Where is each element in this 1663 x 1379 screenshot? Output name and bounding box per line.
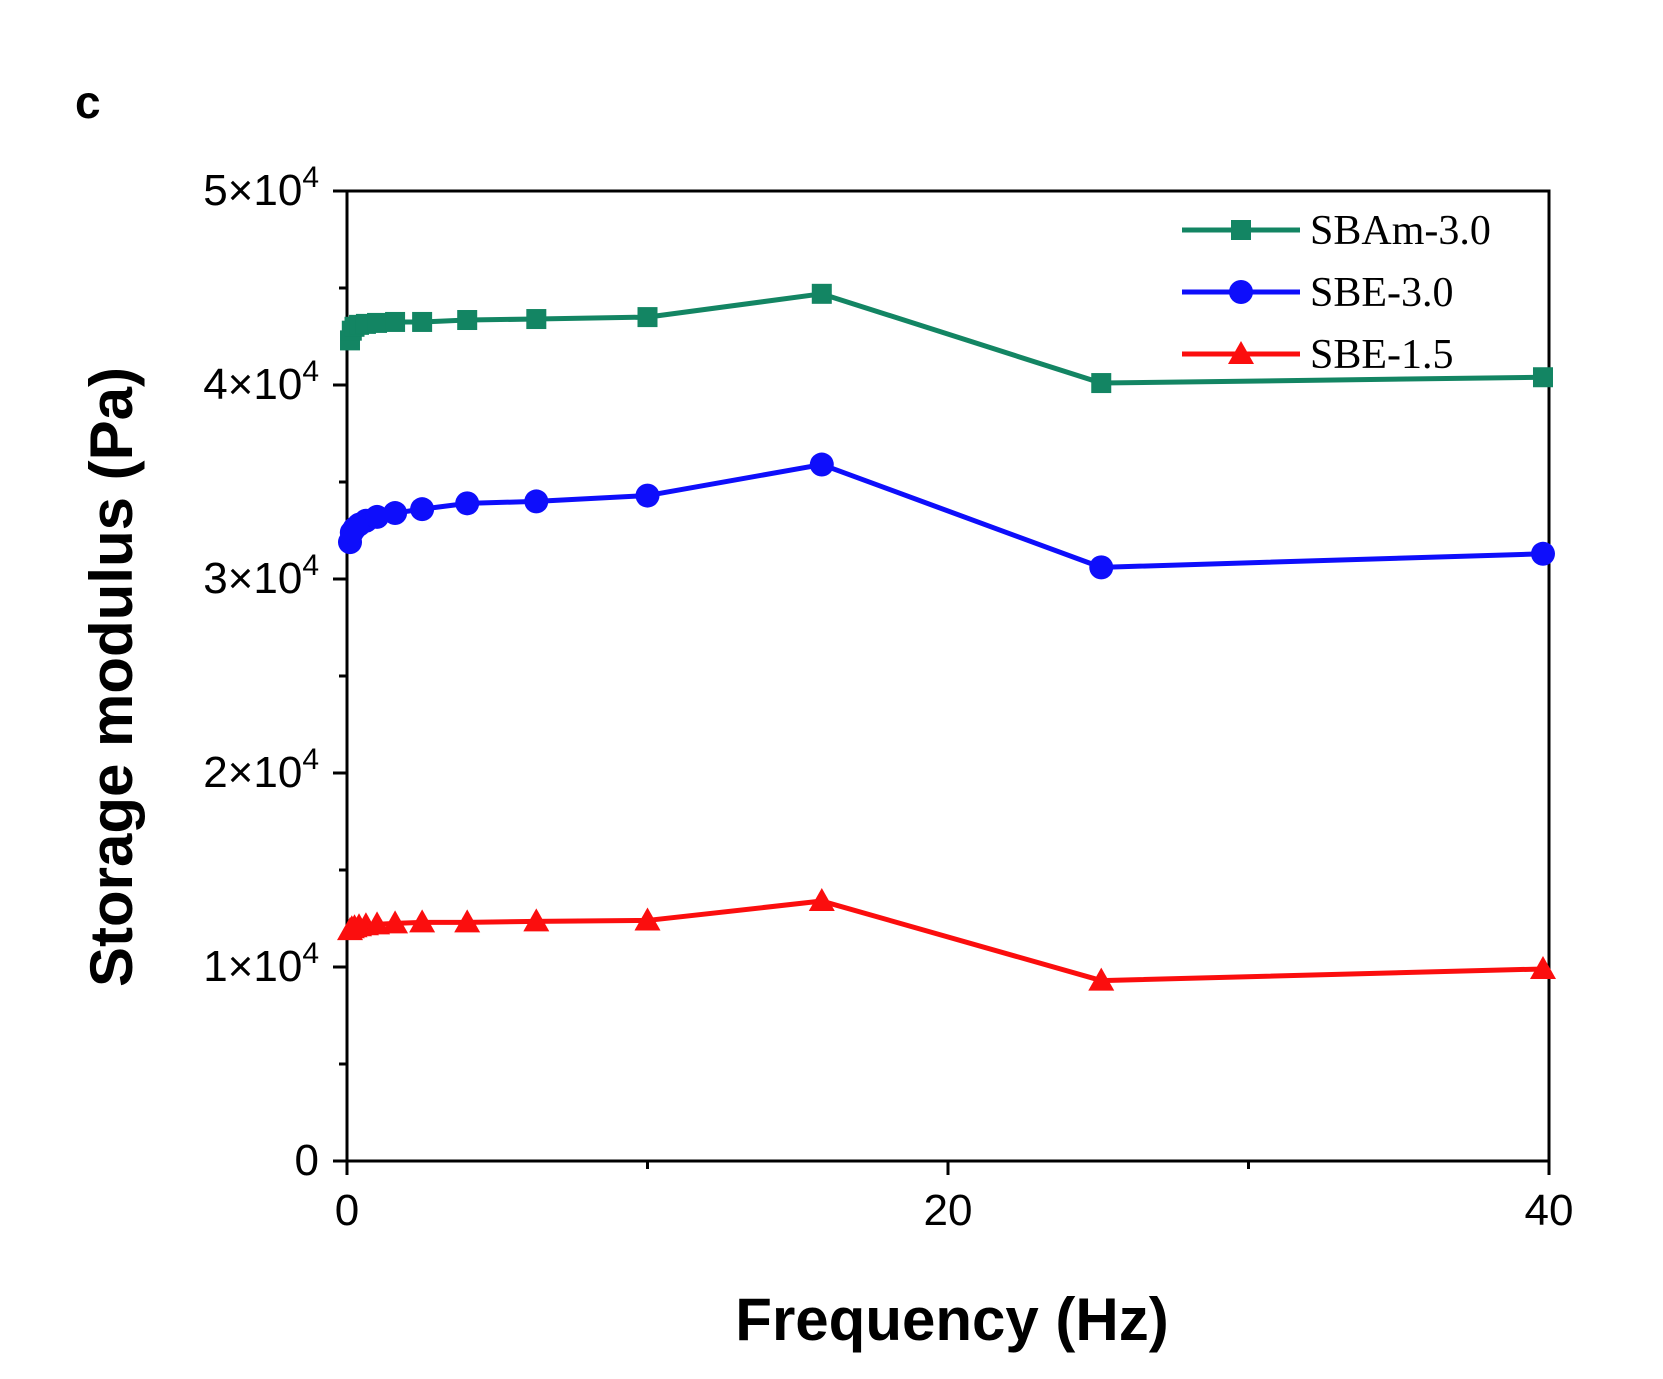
data-point-sbe-1-5 xyxy=(1529,955,1556,979)
y-tick-label: 1×104 xyxy=(203,937,319,991)
y-tick-label: 3×104 xyxy=(203,549,319,603)
data-point-sbam-3-0 xyxy=(385,311,406,332)
legend-marker-sbe-3-0 xyxy=(1229,280,1253,304)
series-sbe-3-0 xyxy=(338,452,1555,580)
data-point-sbe-1-5 xyxy=(382,910,409,934)
data-point-sbe-1-5 xyxy=(364,911,391,935)
data-point-sbam-3-0 xyxy=(367,312,388,333)
series-layer xyxy=(337,283,1556,991)
data-point-sbam-3-0 xyxy=(637,307,658,328)
data-point-sbe-3-0 xyxy=(365,504,390,529)
legend-marker-sbe-1-5 xyxy=(1228,341,1254,364)
data-point-sbam-3-0 xyxy=(457,310,478,331)
legend: SBAm-3.0 SBE-3.0 SBE-1.5 xyxy=(1182,208,1491,378)
x-tick-label: 0 xyxy=(335,1186,359,1235)
data-point-sbam-3-0 xyxy=(1532,367,1553,388)
legend-label-sbe-1-5: SBE-1.5 xyxy=(1310,332,1454,378)
data-point-sbe-1-5 xyxy=(523,908,550,932)
y-tick-label: 5×104 xyxy=(203,161,319,215)
data-point-sbam-3-0 xyxy=(811,283,832,304)
series-line-sbe-3-0 xyxy=(347,462,1544,570)
data-point-sbe-3-0 xyxy=(1089,555,1114,580)
data-point-sbam-3-0 xyxy=(1091,373,1112,394)
data-point-sbe-1-5 xyxy=(409,909,436,933)
data-point-sbe-1-5 xyxy=(808,888,835,912)
data-point-sbam-3-0 xyxy=(526,309,547,330)
data-point-sbe-3-0 xyxy=(455,491,480,516)
x-axis-ticks: 0 20 40 xyxy=(335,1161,1574,1235)
y-axis-ticks: 0 1×104 2×104 3×104 4×104 5×104 xyxy=(203,161,347,1185)
data-point-sbe-3-0 xyxy=(524,489,549,514)
data-point-sbe-3-0 xyxy=(410,497,435,522)
data-point-sbe-1-5 xyxy=(454,909,481,933)
data-point-sbe-3-0 xyxy=(809,452,834,477)
series-line-sbe-1-5 xyxy=(348,898,1544,984)
series-sbe-1-5 xyxy=(337,888,1556,991)
data-point-sbe-3-0 xyxy=(383,501,408,526)
y-tick-label: 0 xyxy=(295,1136,319,1185)
data-point-sbe-3-0 xyxy=(635,483,660,508)
series-sbam-3-0 xyxy=(340,283,1553,394)
data-point-sbe-3-0 xyxy=(1530,541,1555,566)
y-axis-title: Storage modulus (Pa) xyxy=(78,367,145,987)
data-point-sbe-1-5 xyxy=(634,907,661,931)
data-point-sbe-1-5 xyxy=(1088,967,1115,991)
panel-label: c xyxy=(75,76,101,128)
x-tick-label: 40 xyxy=(1525,1186,1574,1235)
legend-marker-sbam-3-0 xyxy=(1231,220,1251,240)
x-tick-label: 20 xyxy=(924,1186,973,1235)
y-tick-label: 4×104 xyxy=(203,355,319,409)
x-axis-title: Frequency (Hz) xyxy=(735,1286,1168,1353)
legend-label-sbam-3-0: SBAm-3.0 xyxy=(1310,208,1491,254)
legend-label-sbe-3-0: SBE-3.0 xyxy=(1310,270,1454,316)
data-point-sbam-3-0 xyxy=(412,311,433,332)
y-tick-label: 2×104 xyxy=(203,743,319,797)
